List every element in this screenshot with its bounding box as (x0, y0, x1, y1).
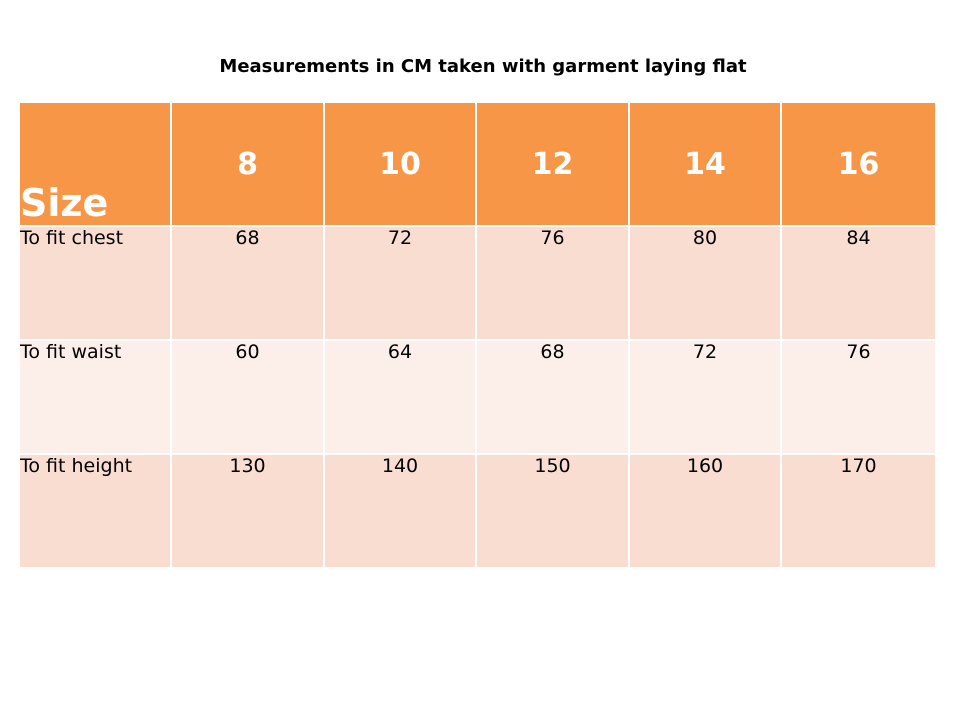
table-cell: 130 (170, 453, 325, 569)
size-chart-table: Size 8 10 12 14 16 To fit chest 68 72 76… (18, 101, 937, 569)
table-cell: 68 (475, 339, 630, 455)
table-cell: 64 (323, 339, 477, 455)
table-cell: 150 (475, 453, 630, 569)
table-row: To fit chest 68 72 76 80 84 (18, 225, 937, 341)
table-cell: 84 (780, 225, 937, 341)
size-column-header: 16 (780, 101, 937, 227)
table-cell: 140 (323, 453, 477, 569)
table-cell: 160 (628, 453, 782, 569)
table-header-row: Size 8 10 12 14 16 (18, 101, 937, 227)
page-title: Measurements in CM taken with garment la… (219, 56, 747, 77)
row-label: To fit height (18, 453, 172, 569)
table-row: To fit height 130 140 150 160 170 (18, 453, 937, 569)
size-column-header: 12 (475, 101, 630, 227)
row-label: To fit chest (18, 225, 172, 341)
table-cell: 60 (170, 339, 325, 455)
table-cell: 76 (780, 339, 937, 455)
size-header-label: Size (18, 101, 172, 227)
table-cell: 68 (170, 225, 325, 341)
table-cell: 72 (628, 339, 782, 455)
size-column-header: 8 (170, 101, 325, 227)
size-column-header: 10 (323, 101, 477, 227)
table-cell: 80 (628, 225, 782, 341)
table-cell: 72 (323, 225, 477, 341)
size-column-header: 14 (628, 101, 782, 227)
table-cell: 170 (780, 453, 937, 569)
table-cell: 76 (475, 225, 630, 341)
table-row: To fit waist 60 64 68 72 76 (18, 339, 937, 455)
row-label: To fit waist (18, 339, 172, 455)
